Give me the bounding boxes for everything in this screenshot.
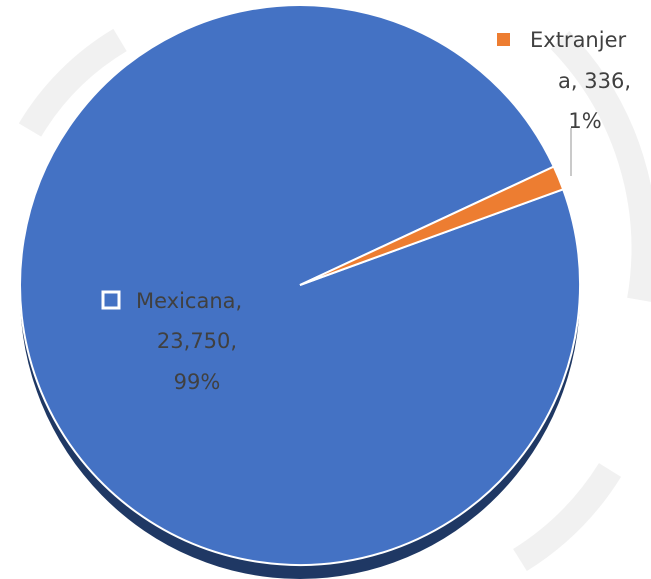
background-watermark bbox=[18, 28, 651, 572]
mexicana-label-line3: 99% bbox=[174, 370, 221, 394]
extranjera-legend-key bbox=[497, 33, 510, 46]
mexicana-label-line1: Mexicana, bbox=[136, 289, 242, 313]
mexicana-legend-key bbox=[101, 290, 121, 310]
extranjera-label-line3: 1% bbox=[568, 109, 601, 133]
extranjera-label-line2: a, 336, bbox=[558, 69, 631, 93]
mexicana-label-line2: 23,750, bbox=[157, 329, 237, 353]
slice-layer bbox=[19, 4, 581, 566]
pie-slice-extranjera bbox=[299, 165, 565, 286]
extranjera-label-line1: Extranjer bbox=[530, 28, 626, 52]
